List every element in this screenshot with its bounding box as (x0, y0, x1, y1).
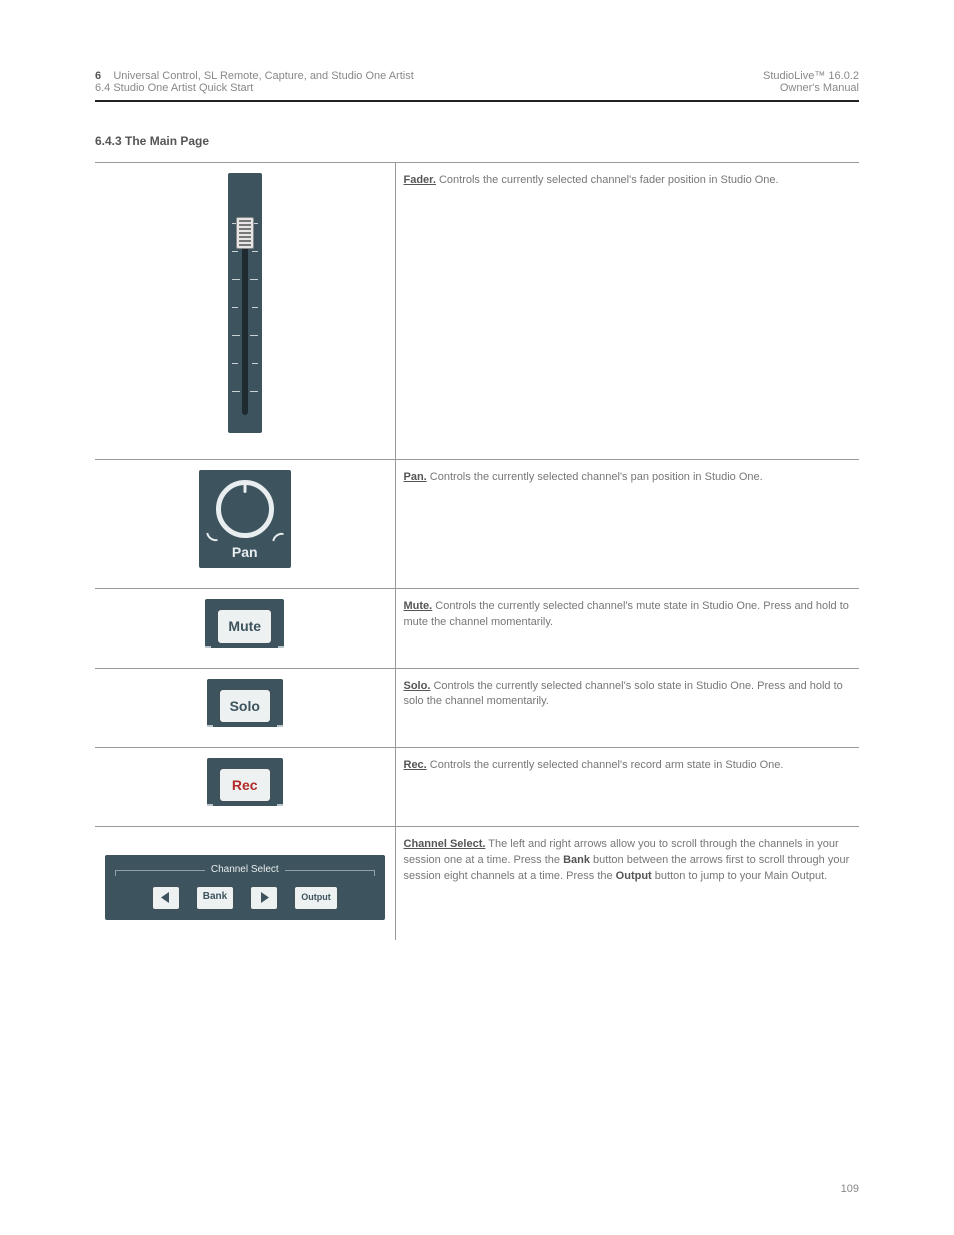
table-row: Mute Mute. Controls the currently select… (95, 589, 859, 668)
table-row: Fader. Controls the currently selected c… (95, 163, 859, 460)
channel-select-cell: Channel Select Bank Output (95, 827, 395, 940)
table-row: Solo Solo. Controls the currently select… (95, 668, 859, 747)
controls-table: Fader. Controls the currently selected c… (95, 162, 859, 940)
header-product: StudioLive™ 16.0.2 (763, 70, 859, 82)
mute-graphic: Mute (205, 599, 284, 647)
header-subsection: 6.4 Studio One Artist Quick Start (95, 82, 414, 94)
section-title: 6.4.3 The Main Page (95, 134, 859, 148)
channel-select-desc: Channel Select. The left and right arrow… (395, 827, 859, 940)
next-channel-icon (250, 886, 278, 910)
page-number: 109 (841, 1183, 859, 1195)
rec-term: Rec. (404, 759, 427, 771)
pan-term: Pan. (404, 471, 427, 483)
fader-handle (236, 217, 254, 249)
mute-desc: Mute. Controls the currently selected ch… (395, 589, 859, 668)
header-right: StudioLive™ 16.0.2 Owner's Manual (763, 70, 859, 94)
header-rule (95, 100, 859, 102)
solo-graphic: Solo (207, 679, 283, 727)
fader-term: Fader. (404, 174, 436, 186)
pan-graphic: Pan (199, 470, 291, 568)
pan-desc: Pan. Controls the currently selected cha… (395, 459, 859, 588)
table-row: Channel Select Bank Output (95, 827, 859, 940)
mute-text: Controls the currently selected channel'… (404, 600, 849, 628)
solo-desc: Solo. Controls the currently selected ch… (395, 668, 859, 747)
pan-label: Pan (199, 542, 291, 562)
mute-button-icon: Mute (217, 609, 272, 643)
prev-channel-icon (152, 886, 180, 910)
pan-text: Controls the currently selected channel'… (427, 471, 763, 483)
rec-button-icon: Rec (219, 768, 271, 802)
fader-text: Controls the currently selected channel'… (436, 174, 779, 186)
table-row: Rec Rec. Controls the currently selected… (95, 747, 859, 826)
rec-desc: Rec. Controls the currently selected cha… (395, 747, 859, 826)
solo-cell: Solo (95, 668, 395, 747)
header-doc-type: Owner's Manual (763, 82, 859, 94)
chsel-term: Channel Select. (404, 838, 486, 850)
rec-cell: Rec (95, 747, 395, 826)
fader-graphic (228, 173, 262, 433)
header-chapter-title: Universal Control, SL Remote, Capture, a… (113, 70, 413, 82)
mute-term: Mute. (404, 600, 433, 612)
solo-term: Solo. (404, 680, 431, 692)
channel-select-graphic: Channel Select Bank Output (105, 855, 385, 920)
fader-desc: Fader. Controls the currently selected c… (395, 163, 859, 460)
header-section-num: 6 (95, 70, 101, 82)
solo-text: Controls the currently selected channel'… (404, 680, 843, 708)
pan-cell: Pan (95, 459, 395, 588)
chsel-output-bold: Output (616, 870, 652, 882)
output-button-icon: Output (294, 886, 338, 910)
chsel-bank-bold: Bank (563, 854, 590, 866)
header-left: 6 Universal Control, SL Remote, Capture,… (95, 70, 414, 94)
rec-graphic: Rec (207, 758, 283, 806)
bank-button-icon: Bank (196, 886, 234, 910)
rec-text: Controls the currently selected channel'… (427, 759, 784, 771)
solo-button-icon: Solo (219, 689, 271, 723)
pan-knob-icon (216, 480, 274, 538)
mute-cell: Mute (95, 589, 395, 668)
chsel-text3: button to jump to your Main Output. (652, 870, 827, 882)
fader-cell (95, 163, 395, 460)
channel-select-title: Channel Select (211, 863, 279, 878)
table-row: Pan Pan. Controls the currently selected… (95, 459, 859, 588)
page-header: 6 Universal Control, SL Remote, Capture,… (95, 70, 859, 100)
